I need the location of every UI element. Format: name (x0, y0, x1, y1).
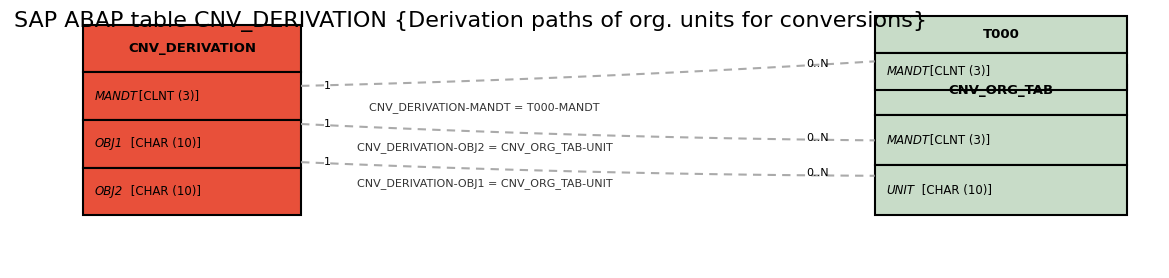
FancyBboxPatch shape (83, 120, 302, 168)
Text: SAP ABAP table CNV_DERIVATION {Derivation paths of org. units for conversions}: SAP ABAP table CNV_DERIVATION {Derivatio… (14, 11, 927, 32)
Text: MANDT: MANDT (886, 134, 929, 147)
Text: OBJ1: OBJ1 (95, 137, 123, 150)
FancyBboxPatch shape (83, 168, 302, 215)
Text: 1: 1 (324, 157, 331, 167)
FancyBboxPatch shape (83, 72, 302, 120)
Text: T000: T000 (982, 28, 1019, 41)
Text: [CLNT (3)]: [CLNT (3)] (134, 90, 199, 103)
FancyBboxPatch shape (874, 165, 1127, 215)
Text: MANDT: MANDT (95, 90, 138, 103)
Text: CNV_ORG_TAB: CNV_ORG_TAB (948, 84, 1053, 97)
FancyBboxPatch shape (874, 53, 1127, 90)
Text: [CHAR (10)]: [CHAR (10)] (919, 184, 992, 197)
Text: [CHAR (10)]: [CHAR (10)] (126, 185, 201, 198)
Text: UNIT: UNIT (886, 184, 914, 197)
FancyBboxPatch shape (874, 65, 1127, 115)
Text: 0..N: 0..N (805, 59, 829, 69)
Text: 1: 1 (324, 81, 331, 91)
Text: [CLNT (3)]: [CLNT (3)] (926, 134, 990, 147)
FancyBboxPatch shape (83, 24, 302, 72)
Text: CNV_DERIVATION-MANDT = T000-MANDT: CNV_DERIVATION-MANDT = T000-MANDT (369, 102, 600, 113)
Text: [CHAR (10)]: [CHAR (10)] (126, 137, 201, 150)
FancyBboxPatch shape (874, 115, 1127, 165)
Text: OBJ2: OBJ2 (95, 185, 123, 198)
Text: CNV_DERIVATION: CNV_DERIVATION (129, 42, 256, 55)
Text: MANDT: MANDT (886, 65, 929, 78)
Text: [CLNT (3)]: [CLNT (3)] (926, 65, 990, 78)
Text: 1: 1 (324, 119, 331, 129)
Text: CNV_DERIVATION-OBJ2 = CNV_ORG_TAB-UNIT: CNV_DERIVATION-OBJ2 = CNV_ORG_TAB-UNIT (357, 142, 613, 153)
Text: 0..N: 0..N (805, 133, 829, 143)
Text: CNV_DERIVATION-OBJ1 = CNV_ORG_TAB-UNIT: CNV_DERIVATION-OBJ1 = CNV_ORG_TAB-UNIT (357, 178, 613, 189)
FancyBboxPatch shape (874, 16, 1127, 53)
Text: 0..N: 0..N (805, 168, 829, 178)
